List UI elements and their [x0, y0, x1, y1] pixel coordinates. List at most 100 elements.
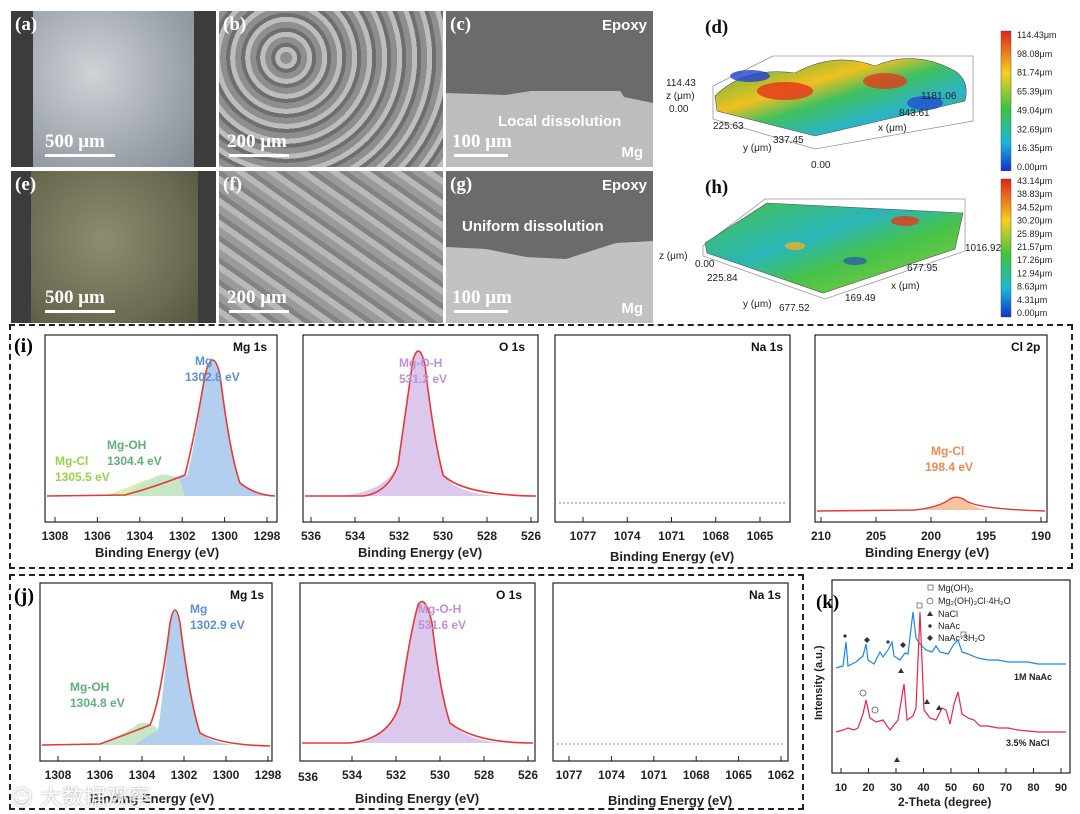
scale-bar — [454, 310, 508, 313]
tick-label: 1071 — [640, 768, 667, 782]
tick-label: 30 — [890, 782, 902, 794]
colorbar-label: 98.08μm — [1017, 49, 1052, 59]
peak-label: Mg-OH — [70, 680, 109, 694]
tick-label: 532 — [386, 768, 406, 782]
scale-label: 100 μm — [452, 131, 512, 152]
panel-label: (a) — [15, 14, 38, 35]
x-axis-title: Binding Energy (eV) — [610, 549, 734, 564]
scale-label: 100 μm — [452, 287, 512, 308]
peak-label: Mg — [190, 602, 207, 616]
tick-label: 1068 — [683, 768, 710, 782]
colorbar-label: 32.69μm — [1017, 124, 1052, 134]
tick-label: 190 — [1031, 529, 1051, 543]
uniform-dissolution-label: Uniform dissolution — [462, 218, 604, 235]
x-axis-title: Binding Energy (eV) — [95, 545, 219, 560]
x-axis-title: Binding Energy (eV) — [90, 791, 214, 806]
tick-label: 1065 — [747, 529, 774, 543]
watermark: ☺ 大数据观察 — [10, 780, 150, 812]
spectrum-title: Na 1s — [751, 340, 783, 354]
series-label: 3.5% NaCl — [1006, 738, 1050, 748]
x-axis-title: Binding Energy (eV) — [358, 545, 482, 560]
tick-label: 534 — [342, 768, 362, 782]
tick-label: 10 — [835, 782, 847, 794]
tick-label: 1308 — [42, 529, 69, 543]
tick-label: 1304 — [129, 768, 156, 782]
colorbar-label: 34.52μm — [1017, 202, 1052, 212]
x-tick: 1016.92 — [965, 243, 1002, 254]
colorbar-label: 114.43μm — [1017, 30, 1057, 40]
colorbar-label: 81.74μm — [1017, 68, 1052, 78]
y-title: y (μm) — [743, 143, 772, 154]
scale-label: 200 μm — [227, 287, 287, 308]
tick-label: 1074 — [614, 529, 641, 543]
svg-text:(i): (i) — [14, 335, 33, 357]
z-min: 0.00 — [695, 259, 715, 270]
x-title: x (μm) — [878, 123, 907, 134]
colorbar — [1000, 30, 1012, 171]
tick-label: 70 — [1000, 782, 1012, 794]
tick-label: 528 — [474, 768, 494, 782]
colorbar-label: 38.83μm — [1017, 189, 1052, 199]
panel-label: (b) — [223, 14, 247, 35]
z-max: 114.43 — [666, 78, 696, 89]
tick-label: 205 — [866, 529, 886, 543]
tick-label: 1071 — [658, 529, 685, 543]
panel-h-3d-profile: (h) z (μm) 0.00 225.84 y (μm) 677.52 169… — [659, 176, 1052, 318]
watermark-icon: ☺ — [10, 786, 33, 811]
spectrum-title: Mg 1s — [233, 340, 267, 354]
tick-label: 1065 — [725, 768, 752, 782]
legend-entry: Mg(OH)₂ — [938, 583, 974, 593]
mg-label: Mg — [621, 300, 643, 317]
peak-value: 198.4 eV — [925, 460, 973, 474]
svg-text:(j): (j) — [14, 585, 34, 607]
series-1m-naac — [835, 611, 1066, 669]
tick-label: 1300 — [211, 529, 238, 543]
colorbar-label: 0.00μm — [1017, 162, 1047, 171]
tick-label: 90 — [1055, 782, 1067, 794]
legend-entry: NaAc·3H₂O — [938, 633, 985, 643]
xps-j-o1s-plot: O 1s Mg-O-H 531.6 eV 536 534 532 530 528 526… — [298, 582, 538, 806]
x-title: x (μm) — [891, 281, 920, 292]
colorbar — [1000, 178, 1012, 318]
tick-label: 1304 — [126, 529, 153, 543]
tick-label: 1298 — [254, 529, 281, 543]
y-tick: 677.52 — [779, 303, 810, 314]
panel-label: (k) — [816, 592, 839, 613]
tick-label: 1077 — [556, 768, 583, 782]
peak-value: 1305.5 eV — [55, 470, 110, 484]
panel-c-cross-section: (c) Epoxy Local dissolution Mg 100 μm — [446, 11, 653, 167]
peak-label: Mg — [195, 354, 212, 368]
colorbar-labels: 43.14μm 38.83μm 34.52μm 30.20μm 25.89μm 21.57… — [1017, 176, 1052, 318]
scale-label: 500 μm — [45, 287, 105, 308]
panel-label: (e) — [15, 174, 37, 195]
tick-label: 1068 — [702, 529, 729, 543]
tick-label: 1298 — [255, 768, 282, 782]
panel-j-label: (j) — [14, 585, 34, 607]
panel-f-sem-image: (f) 200 μm — [219, 171, 443, 323]
colorbar-label: 30.20μm — [1017, 216, 1052, 226]
y-tick: 337.45 — [773, 135, 804, 146]
z-title: z (μm) — [666, 91, 695, 102]
x-tick: 1181.06 — [921, 91, 957, 102]
spectrum-title: Mg 1s — [230, 588, 264, 602]
panel-label: (f) — [223, 174, 242, 195]
epoxy-label: Epoxy — [601, 177, 647, 194]
epoxy-label: Epoxy — [601, 17, 647, 34]
tick-label: 526 — [518, 768, 538, 782]
xps-i-mg1s-plot: Mg 1s Mg 1302.8 eV Mg-OH 1304.4 eV Mg-Cl… — [42, 334, 281, 560]
panel-i-label: (i) — [14, 335, 33, 357]
tick-label: 50 — [945, 782, 957, 794]
colorbar-label: 16.35μm — [1017, 143, 1052, 153]
mg-label: Mg — [621, 144, 643, 161]
x-axis-title: 2-Theta (degree) — [898, 795, 991, 809]
tick-label: 1062 — [768, 768, 795, 782]
panel-label: (d) — [705, 17, 728, 38]
colorbar-label: 21.57μm — [1017, 242, 1052, 252]
scale-label: 200 μm — [227, 131, 287, 152]
legend: Mg(OH)₂ Mg₂(OH)₃Cl·4H₂O NaCl NaAc NaAc·3… — [926, 583, 1011, 643]
spectrum-title: Na 1s — [749, 588, 781, 602]
colorbar-labels: 114.43μm 98.08μm 81.74μm 65.39μm 49.04μm 32.6… — [1017, 30, 1057, 171]
tick-label: 534 — [345, 529, 365, 543]
tick-label: 1077 — [570, 529, 597, 543]
tick-label: 195 — [976, 529, 996, 543]
